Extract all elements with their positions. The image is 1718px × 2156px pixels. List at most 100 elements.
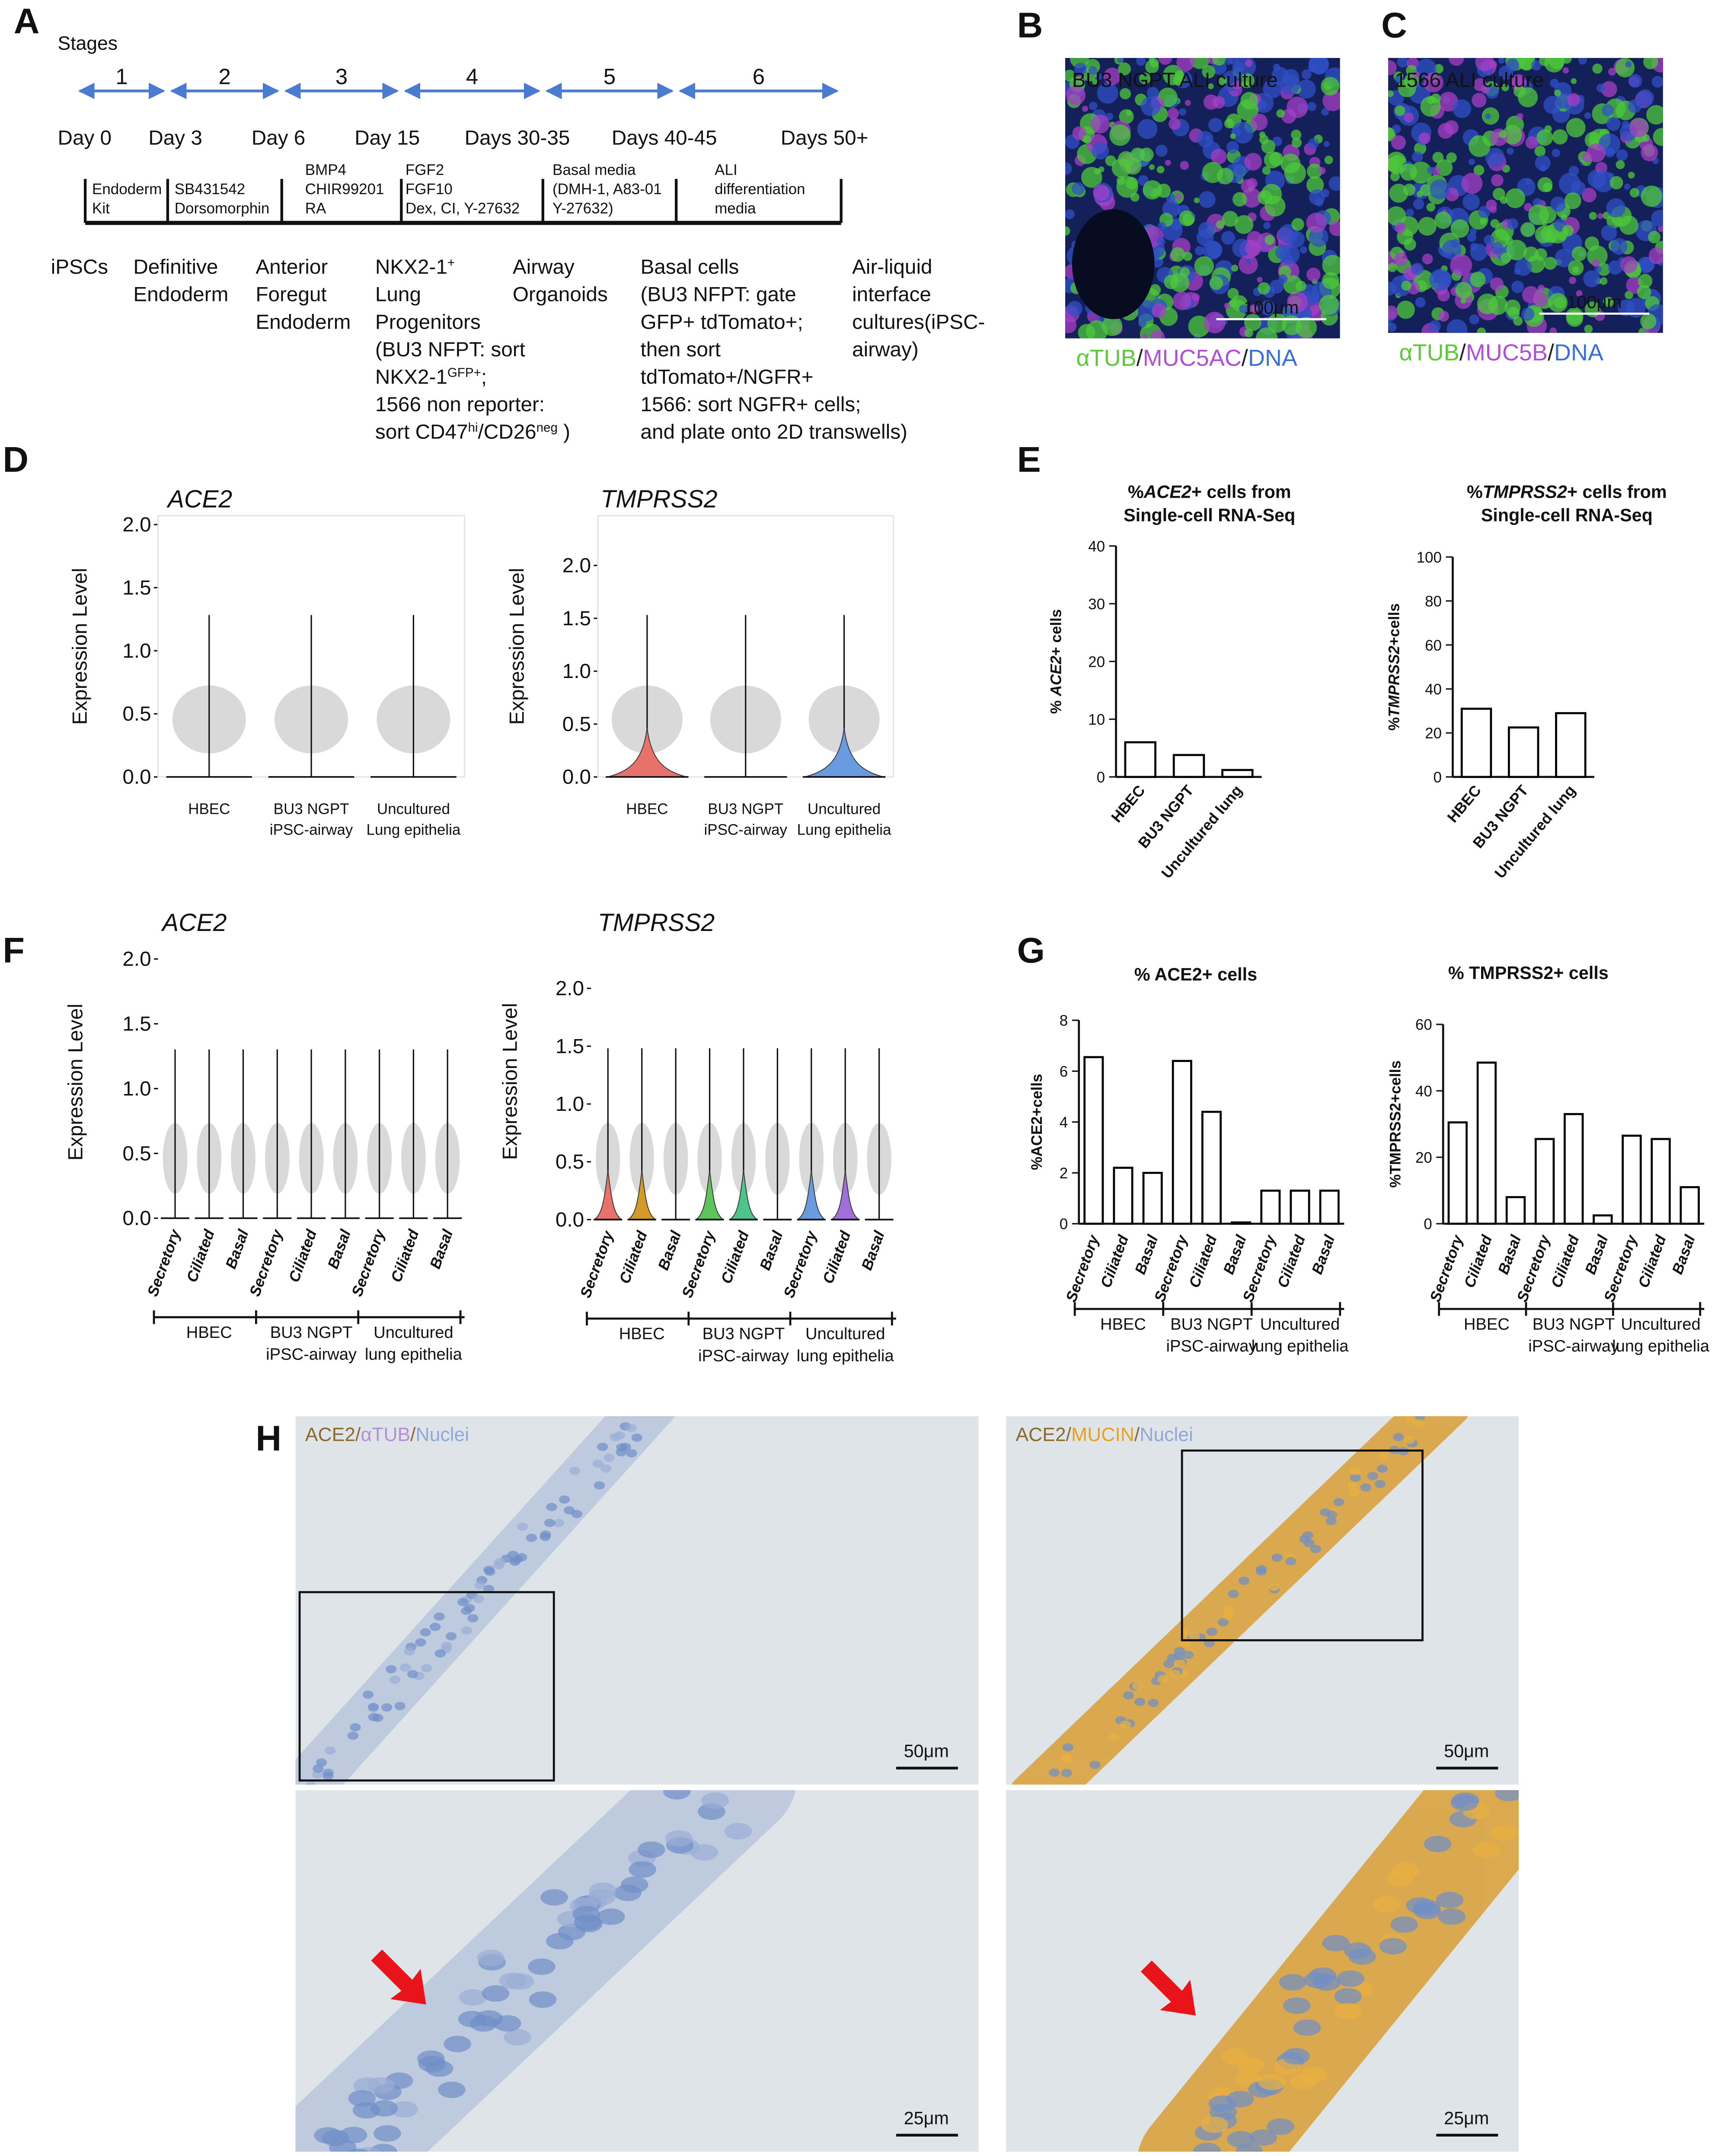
texture <box>1060 1753 1071 1762</box>
texture <box>314 2127 342 2144</box>
bar <box>1172 1060 1192 1225</box>
texture <box>1194 256 1214 276</box>
texture <box>1102 316 1123 336</box>
x-tick-label: Ciliated <box>718 1228 752 1286</box>
texture <box>367 2077 395 2094</box>
texture <box>1120 1721 1131 1729</box>
texture <box>1392 1862 1419 1879</box>
texture <box>1468 159 1475 165</box>
text-segment: DNA <box>1248 345 1297 371</box>
y-tick-label: 1.5 <box>122 1013 151 1036</box>
texture <box>1550 196 1566 212</box>
texture <box>663 1790 691 1800</box>
x-tick-label: Ciliated <box>388 1227 422 1285</box>
texture <box>559 1495 570 1504</box>
texture <box>1444 120 1459 135</box>
texture <box>1065 317 1077 333</box>
texture <box>504 2029 531 2046</box>
y-tick-label: 80 <box>1425 593 1442 610</box>
texture <box>1571 181 1586 196</box>
texture <box>1450 1795 1479 1811</box>
texture <box>1344 1942 1372 1959</box>
texture <box>1491 242 1504 255</box>
texture <box>467 1614 479 1623</box>
texture <box>1531 60 1542 71</box>
texture <box>1157 1675 1169 1683</box>
texture <box>420 1628 431 1637</box>
texture <box>626 1449 637 1458</box>
texture <box>1083 135 1092 144</box>
y-axis-label: %TMPRSS2+cells <box>1387 1060 1404 1187</box>
red-arrow <box>1140 1961 1196 2016</box>
y-tick-label: 0 <box>1424 1216 1432 1233</box>
texture <box>1501 83 1509 92</box>
texture <box>1415 297 1426 308</box>
texture <box>434 1612 445 1621</box>
texture <box>1447 319 1468 333</box>
texture <box>600 1464 612 1473</box>
texture <box>1258 190 1272 205</box>
group-label: HBEC <box>1464 1315 1510 1334</box>
image-group <box>1388 58 1663 333</box>
y-tick-label: 40 <box>1425 681 1442 698</box>
texture <box>477 1949 505 1966</box>
texture <box>1640 313 1657 329</box>
image-group <box>295 1790 979 2152</box>
texture <box>1156 166 1165 174</box>
texture <box>1416 191 1423 198</box>
violin <box>796 1170 826 1220</box>
stain-caption: ACE2/MUCIN/Nuclei <box>1015 1424 1193 1445</box>
texture <box>1562 224 1574 237</box>
text-segment: TMPRSS2 <box>1483 482 1567 502</box>
cell-type-line: Endoderm <box>255 310 351 333</box>
stage-number: 4 <box>466 64 478 89</box>
texture <box>1367 1472 1379 1481</box>
text-segment: ) <box>558 421 570 444</box>
text-segment: / <box>1066 1424 1072 1445</box>
stain-caption: αTUB/MUC5AC/DNA <box>1076 345 1297 371</box>
texture <box>1261 139 1276 154</box>
y-tick-label: 4 <box>1060 1114 1068 1131</box>
text-segment: ACE2 <box>305 1424 355 1445</box>
text-segment: / <box>410 1424 416 1445</box>
x-tick-label: iPSC-airway <box>270 821 353 838</box>
x-tick-label: Basal <box>1220 1232 1250 1276</box>
texture <box>1065 226 1070 236</box>
texture <box>1212 58 1226 66</box>
texture <box>1123 1691 1134 1700</box>
cell-type-line: Definitive <box>133 256 218 278</box>
violin <box>805 727 884 777</box>
texture <box>631 1433 643 1442</box>
x-tick-label: Basal <box>1132 1232 1162 1276</box>
texture <box>1249 304 1258 314</box>
red-arrow <box>371 1949 426 2005</box>
texture <box>1291 138 1302 148</box>
texture <box>569 1466 581 1475</box>
y-axis-label: Expression Level <box>64 1004 87 1161</box>
text-segment: + <box>447 256 455 270</box>
texture <box>1490 219 1500 228</box>
x-tick-label: Basal <box>655 1228 685 1272</box>
texture <box>1576 290 1583 297</box>
group-label: lung epithelia <box>1252 1337 1349 1356</box>
texture <box>1191 2154 1219 2156</box>
chart-title: ACE2 <box>161 909 227 937</box>
cell-type-line: airway) <box>852 338 919 361</box>
texture <box>1141 96 1161 116</box>
texture <box>1095 73 1102 80</box>
texture <box>1257 277 1263 283</box>
texture <box>1228 1590 1239 1598</box>
texture <box>1309 189 1325 205</box>
texture <box>1067 301 1083 317</box>
texture <box>1226 141 1239 154</box>
texture <box>597 1443 608 1451</box>
texture <box>1525 178 1532 185</box>
scale-label: 100μm <box>1567 292 1622 312</box>
text-segment: Anterior <box>255 256 328 278</box>
text-segment: Single-cell RNA-Seq <box>1124 505 1295 525</box>
texture <box>1641 186 1662 207</box>
bar <box>1260 1190 1281 1225</box>
texture <box>1653 128 1663 146</box>
chart-title: Single-cell RNA-Seq <box>1124 505 1295 525</box>
